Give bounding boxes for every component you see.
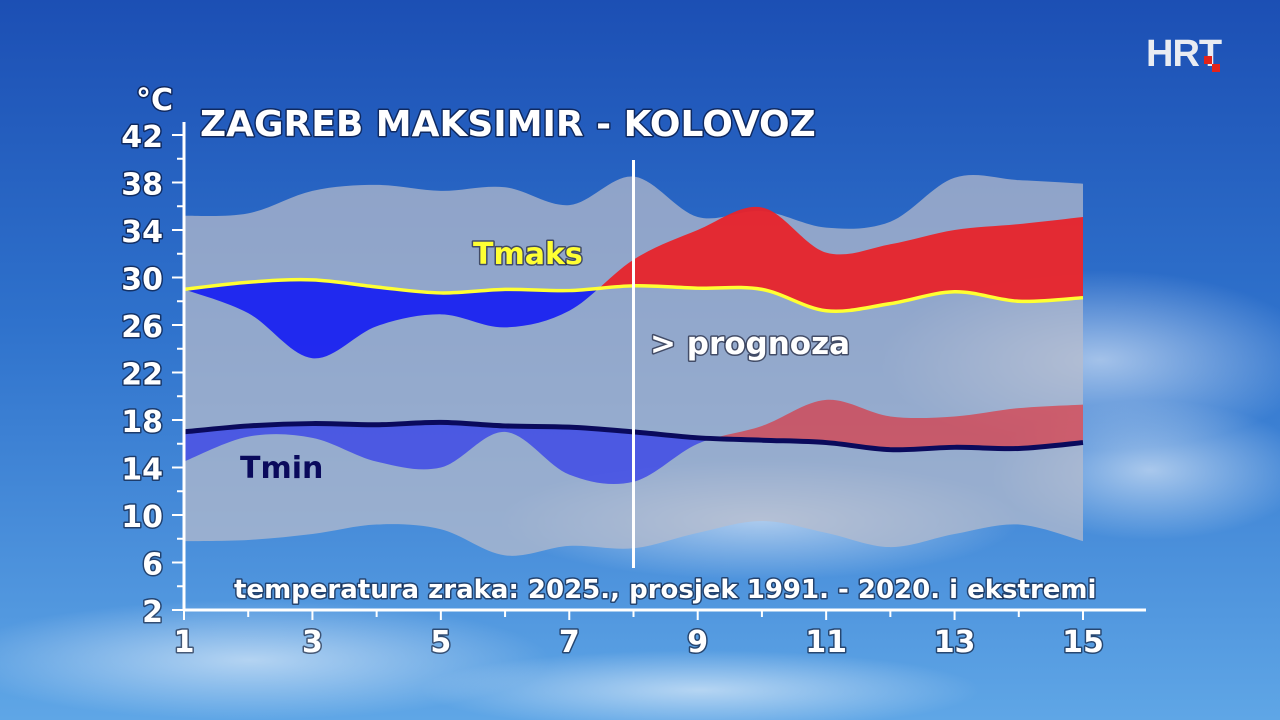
x-tick-label: 7 xyxy=(559,625,580,660)
y-tick-label: 22 xyxy=(121,358,163,393)
hrt-logo-text: HRT xyxy=(1146,33,1222,75)
y-tick-label: 14 xyxy=(121,453,163,488)
legend-tmin: Tmin xyxy=(240,451,323,486)
y-tick-label: 42 xyxy=(121,120,163,155)
forecast-label: > prognoza xyxy=(650,326,850,362)
chart-title: ZAGREB MAKSIMIR - KOLOVOZ xyxy=(200,104,816,145)
chart-lines xyxy=(183,160,1084,568)
y-tick-label: 6 xyxy=(142,548,163,583)
y-tick-label: 10 xyxy=(121,500,163,535)
hrt-logo-square-1 xyxy=(1212,64,1220,72)
x-tick-label: 9 xyxy=(687,625,708,660)
y-tick-label: 18 xyxy=(121,405,163,440)
chart-subtitle: temperatura zraka: 2025., prosjek 1991. … xyxy=(234,575,1096,605)
x-tick-label: 13 xyxy=(934,625,976,660)
y-tick-label: 38 xyxy=(121,168,163,203)
hrt-logo-square-2 xyxy=(1204,56,1212,64)
hrt-logo: HRT xyxy=(1146,34,1224,74)
x-tick-label: 3 xyxy=(302,625,323,660)
x-tick-label: 1 xyxy=(174,625,195,660)
legend-tmaks: Tmaks xyxy=(473,237,583,272)
y-tick-label: 2 xyxy=(142,595,163,630)
y-tick-label: 34 xyxy=(121,215,163,250)
y-axis-unit: °C xyxy=(136,83,173,118)
y-tick-label: 26 xyxy=(121,310,163,345)
y-tick-label: 30 xyxy=(121,263,163,298)
x-tick-label: 11 xyxy=(805,625,847,660)
x-tick-label: 5 xyxy=(430,625,451,660)
x-tick-label: 15 xyxy=(1062,625,1104,660)
